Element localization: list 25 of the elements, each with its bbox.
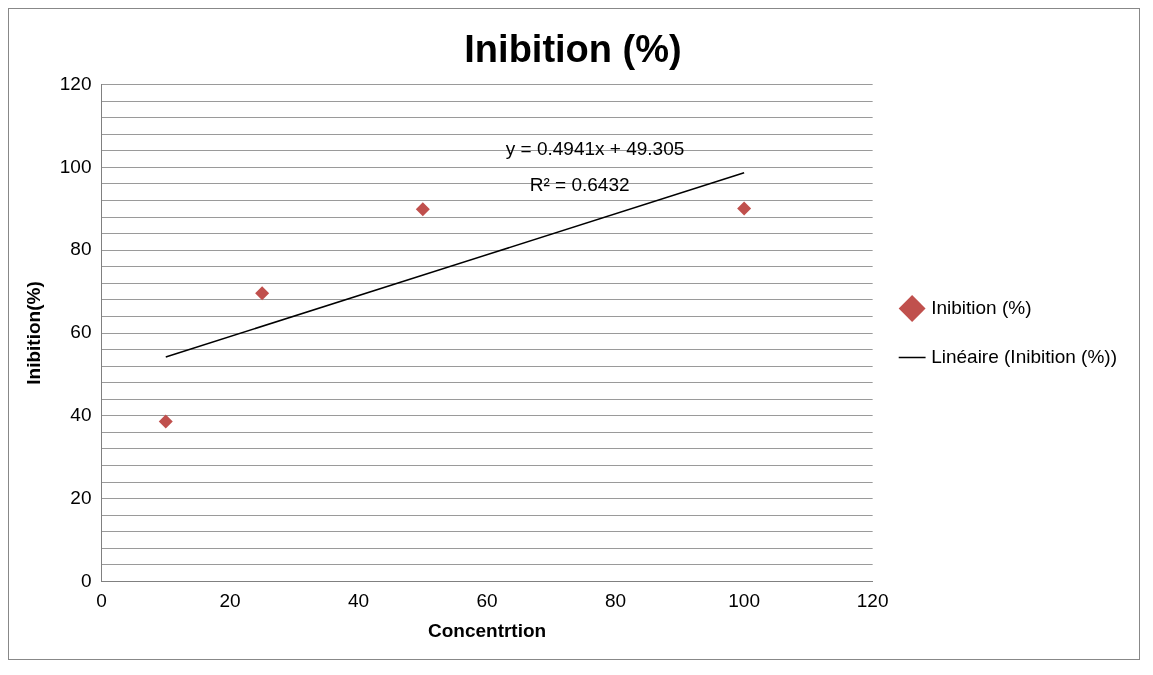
annotation: R² = 0.6432 xyxy=(529,173,630,195)
y-tick-label: 120 xyxy=(59,72,92,94)
x-axis-title: Concentrtion xyxy=(427,619,547,641)
point xyxy=(158,414,173,429)
y-tick-label: 0 xyxy=(80,569,92,591)
y-tick-label: 80 xyxy=(70,238,92,260)
legend-label: Inibition (%) xyxy=(931,296,1032,318)
y-axis-title: Inibition(%) xyxy=(22,281,44,385)
x-tick-label: 0 xyxy=(96,590,107,612)
x-tick-label: 100 xyxy=(728,590,760,612)
point xyxy=(255,286,270,301)
annotation: y = 0.4941x + 49.305 xyxy=(505,137,685,159)
y-tick-label: 40 xyxy=(70,404,92,426)
x-tick-label: 80 xyxy=(605,590,627,612)
point xyxy=(737,201,752,216)
legend-label: Linéaire (Inibition (%)) xyxy=(931,345,1118,367)
chart-title: Inibition (%) xyxy=(464,28,682,71)
y-tick-label: 100 xyxy=(59,155,92,177)
point xyxy=(415,202,430,217)
x-tick-label: 40 xyxy=(347,590,370,612)
y-tick-label: 20 xyxy=(70,486,92,508)
x-tick-label: 120 xyxy=(856,590,889,612)
y-tick-label: 60 xyxy=(70,321,92,343)
x-tick-label: 60 xyxy=(476,590,498,612)
x-tick-label: 20 xyxy=(219,590,241,612)
